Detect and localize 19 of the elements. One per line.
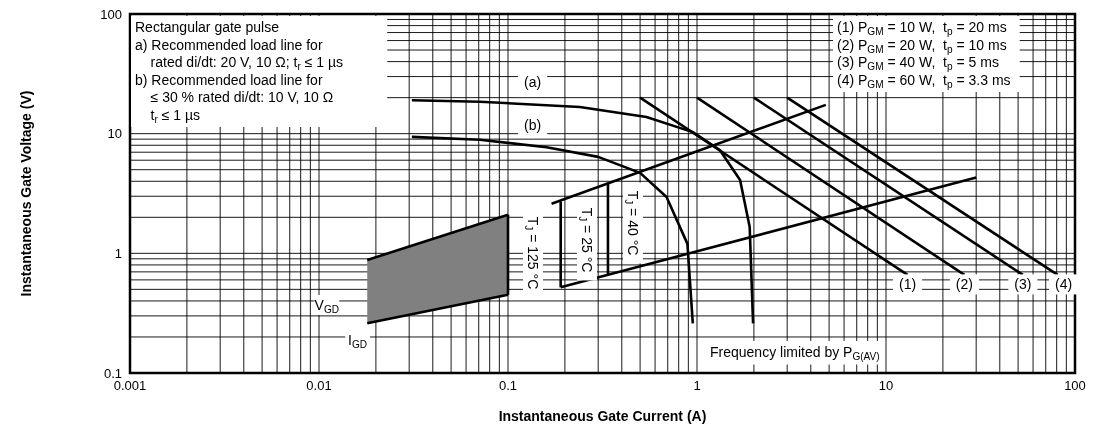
text: Rectangular gate pulse a) Recommended load line for rated di/dt: 20 V, 10 Ω; t$_{r}$ ≤ 1 µs b) Recommended load line for ≤ 30 % rated di/dt: 10 V, 10 Ω t$_{r}$ ≤ 1 µs [135, 19, 344, 125]
annotation: (b) [524, 117, 542, 134]
x-tick-label: 100 [1064, 378, 1086, 394]
y-tick-label: 0.1 [103, 365, 122, 381]
y-tick-label: 10 [107, 126, 122, 142]
annotation: (a) [524, 74, 542, 91]
x-tick-label: 0.001 [113, 378, 147, 394]
x-tick-label: 10 [878, 378, 894, 394]
y-axis-title: Instantaneous Gate Voltage (V) [17, 90, 34, 297]
x-tick-label: 0.01 [306, 378, 332, 394]
y-tick-label: 100 [100, 6, 122, 22]
x-axis-title: Instantaneous Gate Current (A) [498, 407, 707, 424]
x-tick-label: 0.1 [498, 378, 518, 394]
annotation: (4) [1055, 276, 1073, 293]
y-tick-label: 1 [114, 245, 122, 261]
annotation: (1) [898, 276, 917, 293]
x-tick-label: 1 [693, 378, 701, 394]
annotation: (2) [955, 276, 973, 293]
annotation: (3) [1014, 276, 1032, 293]
